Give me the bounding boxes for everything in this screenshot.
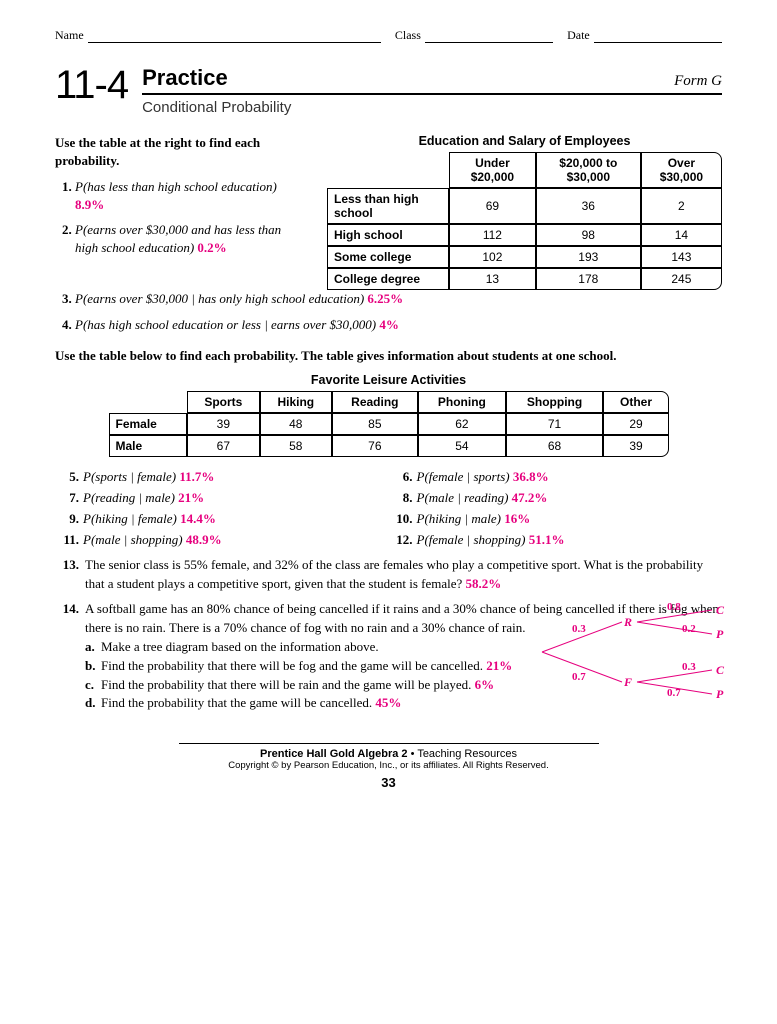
question-2: P(earns over $30,000 and has less than h… <box>75 221 307 256</box>
answer-4: 4% <box>379 317 399 332</box>
question-11: 11.P(male | shopping) 48.9% <box>55 530 389 551</box>
question-8: 8.P(male | reading) 47.2% <box>389 488 723 509</box>
question-7: 7.P(reading | male) 21% <box>55 488 389 509</box>
question-4: P(has high school education or less | ea… <box>75 316 722 334</box>
question-9: 9.P(hiking | female) 14.4% <box>55 509 389 530</box>
practice-title: Practice <box>142 65 228 91</box>
class-blank[interactable] <box>425 30 553 43</box>
intro-1: Use the table at the right to find each … <box>55 134 307 170</box>
worksheet-page: Name Class Date 11-4 Practice Form G Con… <box>0 0 777 1024</box>
table2-title: Favorite Leisure Activities <box>109 373 669 387</box>
answer-1: 8.9% <box>75 197 104 212</box>
question-1: P(has less than high school education) 8… <box>75 178 307 213</box>
form-label: Form G <box>674 73 722 90</box>
name-blank[interactable] <box>88 30 381 43</box>
question-12: 12.P(female | shopping) 51.1% <box>389 530 723 551</box>
table-education-salary: Under $20,000 $20,000 to $30,000 Over $3… <box>327 152 722 290</box>
section-header: 11-4 Practice Form G Conditional Probabi… <box>55 65 722 116</box>
header-row: Name Class Date <box>55 28 722 43</box>
question-5: 5.P(sports | female) 11.7% <box>55 467 389 488</box>
date-blank[interactable] <box>594 30 722 43</box>
t1-col3: Over $30,000 <box>641 152 722 188</box>
table1-title: Education and Salary of Employees <box>327 134 722 148</box>
question-3: P(earns over $30,000 | has only high sch… <box>75 290 722 308</box>
question-13: 13. The senior class is 55% female, and … <box>55 556 722 594</box>
question-10: 10.P(hiking | male) 16% <box>389 509 723 530</box>
answer-2: 0.2% <box>197 240 226 255</box>
lesson-number: 11-4 <box>55 65 128 105</box>
class-label: Class <box>395 28 421 43</box>
name-label: Name <box>55 28 84 43</box>
answer-13: 58.2% <box>466 576 502 591</box>
date-label: Date <box>567 28 590 43</box>
intro-2: Use the table below to find each probabi… <box>55 347 722 365</box>
table-leisure: Sports Hiking Reading Phoning Shopping O… <box>109 391 669 457</box>
question-6: 6.P(female | sports) 36.8% <box>389 467 723 488</box>
page-number: 33 <box>55 775 722 790</box>
footer: Prentice Hall Gold Algebra 2 • Teaching … <box>179 743 599 771</box>
question-14: 14. A softball game has an 80% chance of… <box>55 600 722 713</box>
answer-3: 6.25% <box>367 291 403 306</box>
tree-diagram: 0.3 0.7 R F 0.8 0.2 0.3 0.7 C P C P <box>532 602 732 702</box>
t1-col1: Under $20,000 <box>449 152 536 188</box>
subtitle: Conditional Probability <box>142 99 722 116</box>
t1-col2: $20,000 to $30,000 <box>536 152 641 188</box>
